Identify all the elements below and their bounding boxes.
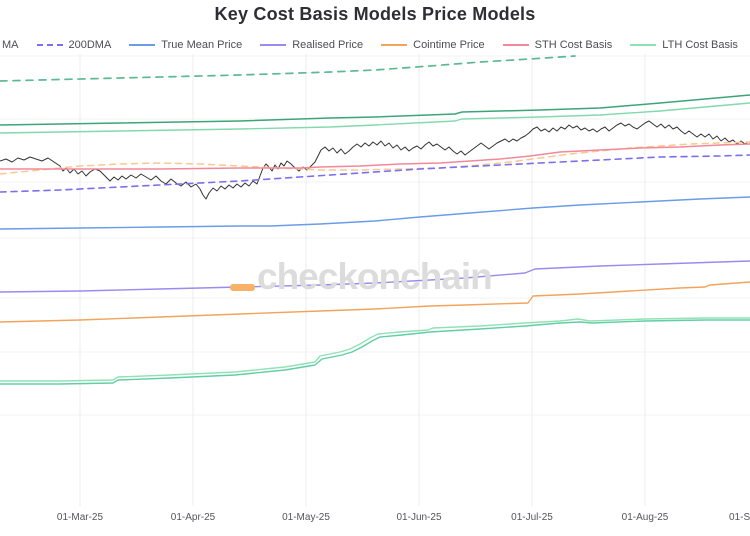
legend-label: Realised Price xyxy=(292,39,364,51)
series-price-line xyxy=(0,120,749,200)
legend-label: True Mean Price xyxy=(161,39,243,51)
x-axis-label: 01-Se xyxy=(729,512,750,523)
series-mvrv-mean-plus-1sd-line xyxy=(0,94,750,126)
x-axis: 01-Mar-25 01-Apr-25 01-May-25 01-Jun-25 01-J… xyxy=(0,512,750,528)
series-lth-cost-basis-line xyxy=(0,317,750,382)
series-cointime-price-line xyxy=(0,281,750,323)
chart-legend: MA 200DMA True Mean Price Realised Price Coi… xyxy=(2,37,750,53)
legend-swatch-icon xyxy=(502,44,529,46)
legend-item-lth-cost-basis[interactable]: LTH Cost Basis xyxy=(630,39,738,51)
x-axis-label: 01-Aug-25 xyxy=(621,512,669,523)
legend-swatch-icon xyxy=(129,44,156,46)
series-sth-cost-basis-line xyxy=(0,143,750,170)
series-dma-200-line xyxy=(0,154,750,193)
legend-item-200dma[interactable]: 200DMA xyxy=(36,39,112,51)
x-axis-label: 01-May-25 xyxy=(282,512,330,523)
series-realised-price-line xyxy=(0,260,750,293)
legend-swatch-icon xyxy=(630,44,657,46)
x-axis-label: 01-Apr-25 xyxy=(170,512,216,523)
legend-item-cointime-price[interactable]: Cointime Price xyxy=(381,39,485,51)
series-true-mean-price-line xyxy=(0,196,750,230)
x-axis-label: 01-Jul-25 xyxy=(511,512,553,523)
x-axis-label: 01-Mar-25 xyxy=(56,512,104,523)
series-upper-band-secondary-line xyxy=(0,102,750,134)
legend-swatch-icon xyxy=(36,44,63,46)
chart-title: Key Cost Basis Models Price Models xyxy=(214,4,536,24)
legend-item-sth-cost-basis[interactable]: STH Cost Basis xyxy=(502,39,613,51)
legend-label: MA xyxy=(2,39,19,51)
legend-swatch-icon xyxy=(260,44,287,46)
legend-item-ma[interactable]: MA xyxy=(2,39,19,51)
legend-item-true-mean-price[interactable]: True Mean Price xyxy=(129,39,242,51)
series-vaulted-price-line xyxy=(0,319,750,385)
legend-label: Cointime Price xyxy=(413,39,485,51)
series-upper-band-dashed-line xyxy=(0,55,576,82)
legend-swatch-icon xyxy=(381,44,408,46)
legend-item-realised-price[interactable]: Realised Price xyxy=(260,39,363,51)
x-axis-label: 01-Jun-25 xyxy=(396,512,442,523)
legend-label: 200DMA xyxy=(68,39,112,51)
legend-label: STH Cost Basis xyxy=(534,39,613,51)
legend-label: LTH Cost Basis xyxy=(662,39,738,51)
